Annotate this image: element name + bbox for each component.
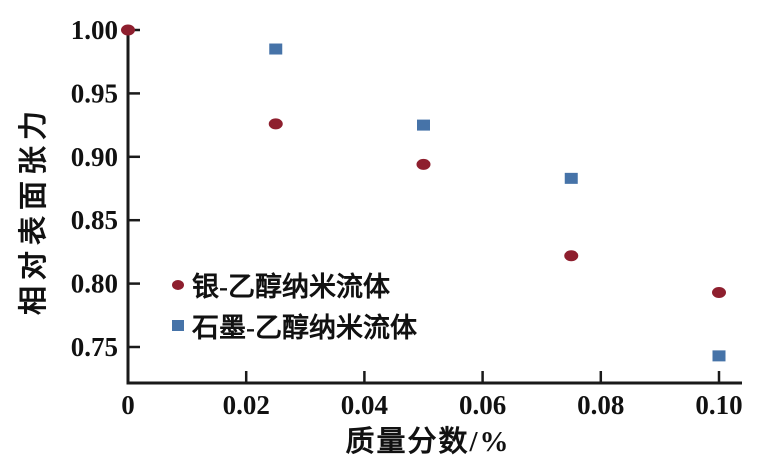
y-tick-label: 0.85: [71, 205, 118, 235]
x-tick-label: 0.06: [459, 390, 506, 420]
legend: 银-乙醇纳米流体 石墨-乙醇纳米流体: [172, 264, 417, 346]
y-tick-label: 0.80: [71, 269, 118, 299]
y-tick-label: 0.95: [71, 78, 118, 108]
data-point-circle: [712, 286, 726, 298]
data-point-circle: [564, 250, 579, 262]
x-tick-label: 0.10: [695, 390, 742, 420]
legend-label-silver-ethanol: 银-乙醇纳米流体: [192, 272, 390, 302]
x-axis-label: 质量分数/%: [345, 426, 511, 458]
y-tick-label: 0.75: [71, 332, 118, 362]
circle-marker-icon: [172, 279, 184, 290]
x-tick-label: 0: [121, 390, 135, 420]
data-point-square: [564, 172, 578, 184]
legend-item-graphite-ethanol: 石墨-乙醇纳米流体: [172, 305, 417, 346]
data-point-circle: [121, 24, 135, 36]
y-tick-label: 0.90: [71, 142, 118, 172]
data-point-square: [269, 43, 283, 55]
square-marker-icon: [172, 320, 184, 331]
data-point-circle: [268, 118, 283, 130]
data-point-square: [417, 119, 430, 131]
legend-label-graphite-ethanol: 石墨-乙醇纳米流体: [192, 313, 417, 343]
y-axis-label: 相对表面张力: [18, 104, 50, 316]
data-point-square: [712, 350, 726, 362]
x-tick-label: 0.02: [223, 390, 270, 420]
legend-item-silver-ethanol: 银-乙醇纳米流体: [172, 264, 417, 305]
x-tick-label: 0.08: [577, 390, 624, 420]
y-tick-label: 1.00: [71, 15, 118, 45]
x-tick-label: 0.04: [341, 390, 388, 420]
data-point-circle: [416, 158, 431, 170]
